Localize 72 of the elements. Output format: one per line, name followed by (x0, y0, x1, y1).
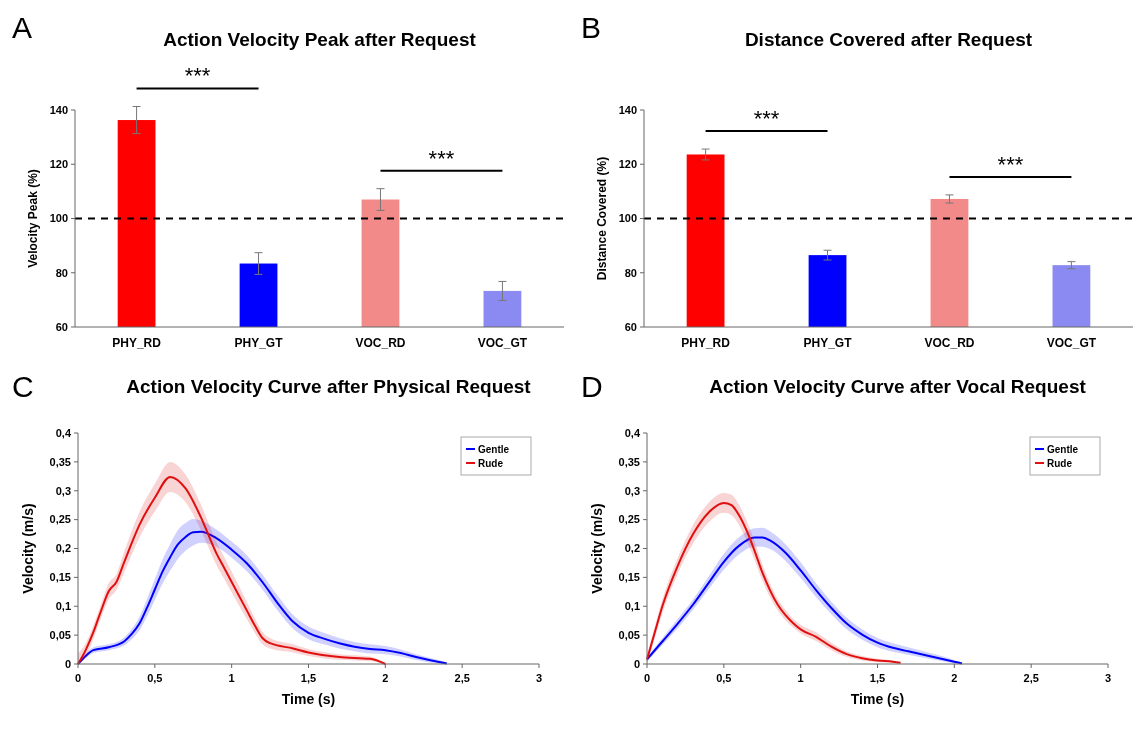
chart-title: Action Velocity Curve after Physical Request (126, 376, 532, 397)
x-tick-label: 2 (382, 672, 389, 684)
y-tick-label: 0,3 (55, 484, 71, 497)
y-tick-label: 0 (64, 657, 71, 670)
y-tick-label: 0,1 (624, 600, 640, 613)
y-tick-label: 0,15 (49, 571, 71, 584)
x-tick-label: VOC_RD (924, 336, 975, 350)
x-tick-label: 1,5 (869, 672, 886, 684)
x-tick-label: 2 (951, 672, 958, 684)
legend-label: Rude (478, 457, 504, 469)
y-tick-label: 80 (624, 266, 637, 279)
x-tick-label: 3 (1104, 672, 1112, 684)
y-tick-label: 60 (624, 320, 637, 333)
y-axis-title: Velocity Peak (%) (26, 169, 40, 268)
x-tick-label: 0 (74, 672, 82, 684)
y-tick-label: 0,2 (624, 542, 640, 555)
text: A (12, 11, 33, 44)
x-axis-title: Time (s) (850, 691, 905, 707)
x-axis-title: Time (s) (281, 691, 336, 707)
y-tick-label: 120 (49, 158, 68, 171)
chart-title: Action Velocity Peak after Request (163, 29, 477, 50)
x-tick-label: VOC_RD (355, 336, 406, 350)
legend-label: Rude (1047, 457, 1073, 469)
x-tick-label: 2,5 (1023, 672, 1039, 684)
x-tick-label: 1 (228, 672, 235, 684)
y-tick-label: 60 (55, 320, 68, 333)
y-tick-label: 120 (618, 158, 637, 171)
legend-label: Gentle (478, 443, 510, 455)
y-axis-title: Velocity (m/s) (20, 503, 36, 594)
y-tick-label: 100 (618, 212, 637, 225)
y-tick-label: 0,2 (55, 542, 71, 555)
text: *** (184, 63, 211, 89)
x-tick-label: 2,5 (454, 672, 470, 684)
y-tick-label: 0,15 (618, 571, 640, 584)
x-tick-label: 1,5 (300, 672, 317, 684)
text: D (581, 370, 603, 403)
y-tick-label: 0,35 (49, 455, 71, 468)
y-tick-label: 0,25 (618, 513, 640, 526)
annotation: *** (753, 106, 780, 132)
legend-label: Gentle (1047, 443, 1079, 455)
y-tick-label: 80 (55, 266, 68, 279)
y-tick-label: 0,05 (49, 628, 71, 641)
x-tick-label: PHY_GT (234, 336, 284, 350)
x-tick-label: PHY_RD (681, 336, 731, 350)
y-tick-label: 100 (49, 212, 68, 225)
y-tick-label: 0,4 (55, 426, 72, 439)
x-tick-label: PHY_GT (803, 336, 853, 350)
y-tick-label: 0,1 (55, 600, 71, 613)
chart-title: Action Velocity Curve after Vocal Request (709, 376, 1087, 397)
y-tick-label: 140 (618, 103, 637, 116)
y-tick-label: 140 (49, 103, 68, 116)
y-tick-label: 0,35 (618, 455, 640, 468)
y-axis-title: Distance Covered (%) (595, 156, 609, 281)
x-tick-label: 1 (797, 672, 804, 684)
y-tick-label: 0,25 (49, 513, 71, 526)
x-tick-label: VOC_GT (1046, 336, 1097, 350)
y-axis-title: Velocity (m/s) (589, 503, 605, 594)
x-tick-label: PHY_RD (112, 336, 162, 350)
y-tick-label: 0 (633, 657, 640, 670)
y-tick-label: 0,05 (618, 628, 640, 641)
x-tick-label: 3 (535, 672, 543, 684)
x-tick-label: VOC_GT (477, 336, 528, 350)
x-tick-label: 0,5 (147, 672, 163, 684)
y-tick-label: 0,4 (624, 426, 641, 439)
chart-title: Distance Covered after Request (744, 29, 1033, 50)
x-tick-label: 0 (643, 672, 651, 684)
annotation: *** (997, 151, 1024, 177)
text: B (581, 11, 602, 44)
x-tick-label: 0,5 (716, 672, 732, 684)
y-tick-label: 0,3 (624, 484, 640, 497)
text: C (12, 370, 34, 403)
annotation: *** (428, 145, 455, 171)
